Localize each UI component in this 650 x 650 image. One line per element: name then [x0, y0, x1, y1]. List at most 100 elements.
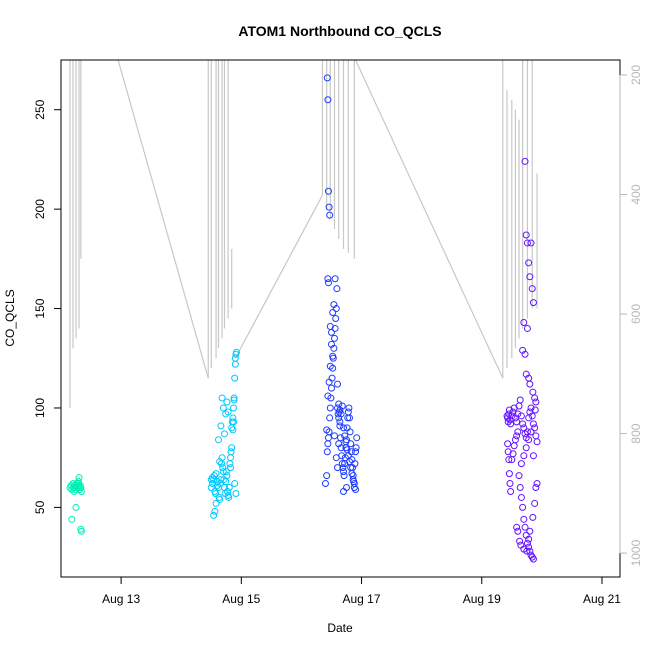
data-point: [338, 402, 346, 410]
secondary-tick-label: 400: [629, 184, 643, 204]
data-point: [520, 318, 528, 326]
data-point: [531, 424, 539, 432]
data-point: [345, 404, 353, 412]
data-point: [525, 259, 533, 267]
data-point: [352, 486, 360, 494]
data-point: [211, 489, 219, 497]
y-axis-label: CO_QCLS: [3, 289, 17, 346]
data-point: [343, 484, 351, 492]
x-tick-label: Aug 21: [583, 592, 621, 606]
data-point: [323, 426, 331, 434]
secondary-tick-label: 200: [629, 65, 643, 85]
data-point: [219, 464, 227, 472]
data-point: [528, 285, 536, 293]
data-point: [212, 499, 220, 507]
data-point: [526, 273, 534, 281]
data-point: [77, 487, 85, 495]
data-point: [514, 428, 522, 436]
data-point: [520, 424, 528, 432]
data-point: [525, 436, 533, 444]
data-point: [505, 470, 513, 478]
data-point: [529, 555, 537, 563]
data-point: [523, 324, 531, 332]
data-point: [521, 157, 529, 165]
data-point: [522, 444, 530, 452]
data-point: [323, 472, 331, 480]
data-point: [520, 515, 528, 523]
data-point: [222, 410, 230, 418]
data-point: [324, 187, 332, 195]
data-point: [327, 340, 335, 348]
data-point: [508, 412, 516, 420]
data-point: [520, 452, 528, 460]
data-point: [510, 442, 518, 450]
data-point: [519, 503, 527, 511]
data-point: [531, 499, 539, 507]
background-trace: [69, 59, 538, 408]
data-point: [529, 452, 537, 460]
data-point: [346, 414, 354, 422]
data-point: [225, 493, 233, 501]
data-point: [526, 547, 534, 555]
y-tick-label: 50: [33, 500, 47, 514]
data-point: [519, 420, 527, 428]
y-tick-label: 200: [33, 199, 47, 219]
data-point: [327, 384, 335, 392]
data-point: [515, 472, 523, 480]
data-point: [333, 285, 341, 293]
y-tick-label: 150: [33, 298, 47, 318]
data-point: [336, 422, 344, 430]
data-point: [353, 434, 361, 442]
data-point: [336, 418, 344, 426]
data-point: [352, 444, 360, 452]
data-point: [527, 404, 535, 412]
data-point: [335, 440, 343, 448]
data-point: [513, 523, 521, 531]
data-point: [517, 493, 525, 501]
data-point: [229, 414, 237, 422]
data-point: [325, 203, 333, 211]
data-point: [329, 309, 337, 317]
data-point: [346, 428, 354, 436]
y-axis: 50 100 150 200 250: [33, 99, 62, 514]
data-point: [227, 464, 235, 472]
data-point: [207, 484, 215, 492]
data-point: [516, 396, 524, 404]
data-point: [511, 436, 519, 444]
data-point: [506, 480, 514, 488]
data-point: [220, 430, 228, 438]
data-point: [329, 352, 337, 360]
data-point: [523, 428, 531, 436]
data-point: [324, 434, 332, 442]
data-point: [212, 470, 220, 478]
data-point: [323, 448, 331, 456]
data-point: [340, 487, 348, 495]
data-point: [326, 362, 334, 370]
data-point: [337, 410, 345, 418]
data-point: [339, 464, 347, 472]
data-point: [349, 476, 357, 484]
data-point: [523, 547, 531, 555]
data-point: [529, 513, 537, 521]
data-point: [507, 487, 515, 495]
data-point: [326, 404, 334, 412]
data-point: [230, 396, 238, 404]
data-point: [330, 334, 338, 342]
x-axis: Aug 13 Aug 15 Aug 17 Aug 19 Aug 21: [102, 576, 621, 606]
data-point: [338, 460, 346, 468]
data-point: [352, 448, 360, 456]
data-point: [521, 350, 529, 358]
data-point: [324, 279, 332, 287]
data-point: [529, 299, 537, 307]
data-point: [327, 328, 335, 336]
data-point: [529, 388, 537, 396]
data-point: [326, 211, 334, 219]
data-point: [325, 378, 333, 386]
data-point: [342, 438, 350, 446]
data-point: [527, 239, 535, 247]
data-point: [531, 406, 539, 414]
data-point: [225, 484, 233, 492]
data-point: [321, 480, 329, 488]
data-point: [68, 515, 76, 523]
x-axis-label: Date: [327, 621, 353, 635]
